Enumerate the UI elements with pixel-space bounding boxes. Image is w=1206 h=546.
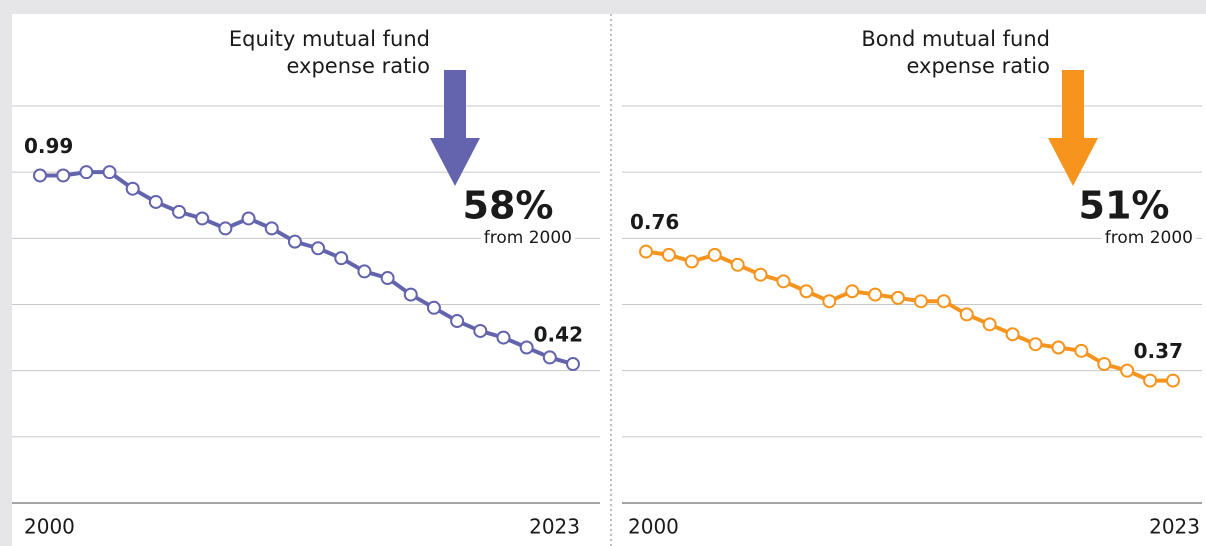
chart-title: Bond mutual fund	[861, 27, 1050, 51]
point	[1028, 337, 1043, 352]
point	[1005, 327, 1020, 342]
point	[1166, 373, 1180, 388]
point	[1143, 373, 1158, 388]
point	[1074, 343, 1089, 358]
point	[1051, 340, 1066, 355]
change-note: from 2000	[1105, 228, 1193, 248]
point	[730, 257, 745, 272]
point	[1097, 357, 1112, 372]
chart-background	[12, 14, 1206, 546]
point	[264, 221, 279, 236]
data-label: 0.37	[1134, 339, 1183, 363]
point	[148, 194, 163, 209]
chart-title: Equity mutual fund	[229, 27, 430, 51]
point	[334, 251, 349, 266]
point	[684, 254, 699, 269]
point	[959, 307, 974, 322]
change-label: 51%	[1079, 184, 1170, 228]
point	[913, 294, 928, 309]
point	[891, 290, 906, 305]
point	[450, 314, 465, 329]
point	[519, 340, 534, 355]
data-label: 0.76	[630, 210, 679, 234]
point	[426, 300, 441, 315]
point	[799, 284, 814, 299]
chart-title: expense ratio	[287, 54, 431, 78]
point	[661, 247, 676, 262]
point	[1120, 363, 1135, 378]
point	[473, 323, 488, 338]
data-label: 0.42	[534, 323, 583, 347]
point	[172, 204, 187, 219]
point	[868, 287, 883, 302]
arrow	[1048, 70, 1098, 186]
point	[496, 330, 511, 345]
point	[542, 350, 557, 365]
point	[982, 317, 997, 332]
point	[287, 234, 302, 249]
point	[125, 181, 140, 196]
note-background	[1101, 228, 1196, 248]
x-tick-label: 2000	[24, 515, 75, 539]
point	[241, 211, 256, 226]
point	[753, 267, 768, 282]
point	[639, 244, 653, 259]
data-label: 0.99	[24, 134, 73, 158]
point	[936, 294, 951, 309]
point	[380, 271, 395, 286]
point	[845, 284, 860, 299]
point	[357, 264, 372, 279]
note-background	[480, 228, 575, 248]
point	[822, 294, 837, 309]
point	[79, 165, 94, 180]
point	[311, 241, 326, 256]
x-tick-label: 2023	[1149, 515, 1200, 539]
arrow	[430, 70, 480, 186]
point	[403, 287, 418, 302]
point	[707, 247, 722, 262]
point	[566, 357, 580, 372]
point	[56, 168, 71, 183]
change-note: from 2000	[484, 228, 572, 248]
point	[776, 274, 791, 289]
point	[102, 165, 117, 180]
point	[218, 221, 233, 236]
chart-title: expense ratio	[907, 54, 1051, 78]
change-label: 58%	[463, 184, 554, 228]
x-tick-label: 2023	[529, 515, 580, 539]
point	[33, 168, 47, 183]
x-tick-label: 2000	[628, 515, 679, 539]
point	[195, 211, 210, 226]
